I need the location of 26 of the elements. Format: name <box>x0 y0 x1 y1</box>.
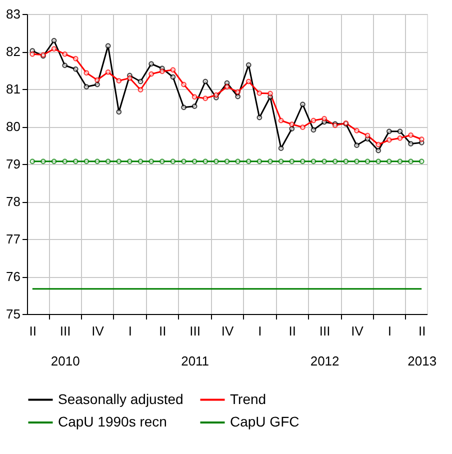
y-tick-label: 83 <box>6 6 20 22</box>
y-tick-label: 77 <box>6 232 20 246</box>
x-tick-label: II <box>288 324 296 338</box>
legend-label: CapU GFC <box>230 414 300 430</box>
x-tick-label: IV <box>92 324 104 338</box>
legend-label: Trend <box>230 390 266 407</box>
y-tick-label: 82 <box>6 44 20 59</box>
x-tick-label: I <box>128 324 132 338</box>
x-tick-label: III 2011 <box>181 324 210 368</box>
y-tick-label: 80 <box>6 119 20 134</box>
x-tick-label: I <box>388 324 392 338</box>
y-tick-label: 75 <box>6 306 20 322</box>
x-tick-label: I <box>258 324 262 338</box>
x-tick-label: III 2012 <box>310 324 340 368</box>
x-tick-label: II <box>159 324 166 338</box>
legend-label: Seasonally adjusted <box>58 390 184 407</box>
y-tick-label: 78 <box>6 194 20 209</box>
x-tick-label: II <box>29 324 37 338</box>
y-tick-label: 79 <box>6 156 20 172</box>
x-tick-label: IV <box>221 324 234 338</box>
x-tick-label: II 2013 <box>408 324 437 368</box>
x-tick-label: III 2010 <box>50 324 80 368</box>
y-tick-label: 81 <box>6 82 20 96</box>
x-tick-label: IV <box>351 324 364 338</box>
legend-label: CapU 1990s recn <box>58 414 167 430</box>
y-tick-label: 76 <box>6 269 20 284</box>
